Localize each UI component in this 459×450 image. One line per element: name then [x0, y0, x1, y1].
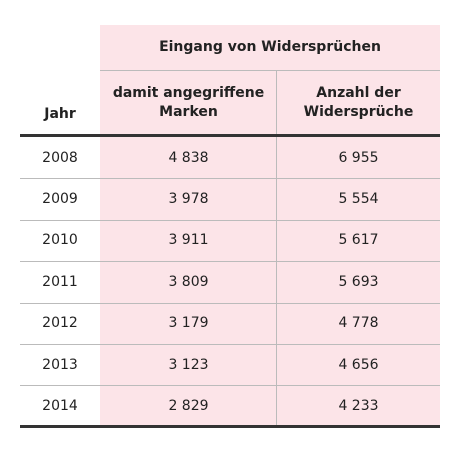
header-bottom-rule	[20, 134, 440, 137]
group-header: Eingang von Widersprüchen	[159, 39, 381, 55]
value-cell: 4 778	[338, 315, 379, 332]
value-cell: 2 829	[168, 398, 209, 415]
header-line: Jahr	[44, 105, 76, 122]
value-cell: 3 123	[168, 356, 209, 373]
value-cell: 5 617	[338, 232, 379, 249]
column-divider	[276, 71, 277, 428]
value-cell: 3 809	[168, 273, 209, 290]
value-cell: 3 911	[168, 232, 209, 249]
table-bottom-rule	[20, 425, 440, 428]
value-cell: 5 554	[338, 191, 379, 208]
year-cell: 2014	[42, 398, 78, 415]
header-rule	[100, 70, 440, 71]
row-rule	[20, 178, 440, 180]
year-cell: 2011	[42, 273, 78, 290]
year-cell: 2009	[42, 191, 78, 208]
value-cell: 3 978	[168, 191, 209, 208]
row-rule	[20, 261, 440, 263]
header-line: damit angegriffene	[112, 85, 265, 101]
column-header: damit angegriffene Marken	[100, 78, 277, 128]
column-header: Anzahl der Widersprüche	[277, 78, 440, 128]
year-cell: 2013	[42, 356, 78, 373]
row-rule	[20, 219, 440, 221]
highlight-area	[100, 25, 440, 428]
header-line: Marken	[159, 104, 218, 120]
row-rule	[20, 385, 440, 387]
year-cell: 2010	[42, 232, 78, 249]
column-header: Jahr	[20, 78, 100, 150]
value-cell: 5 693	[338, 273, 379, 290]
row-rule	[20, 302, 440, 304]
value-cell: 6 955	[338, 149, 379, 166]
header-line: Widersprüche	[303, 104, 414, 120]
row-rule	[20, 344, 440, 345]
header-line: Anzahl der	[316, 85, 401, 101]
value-cell: 4 656	[338, 356, 379, 373]
year-cell: 2012	[42, 315, 78, 332]
year-cell: 2008	[42, 149, 78, 166]
value-cell: 3 179	[168, 315, 209, 332]
value-cell: 4 838	[168, 149, 209, 166]
value-cell: 4 233	[338, 398, 379, 415]
